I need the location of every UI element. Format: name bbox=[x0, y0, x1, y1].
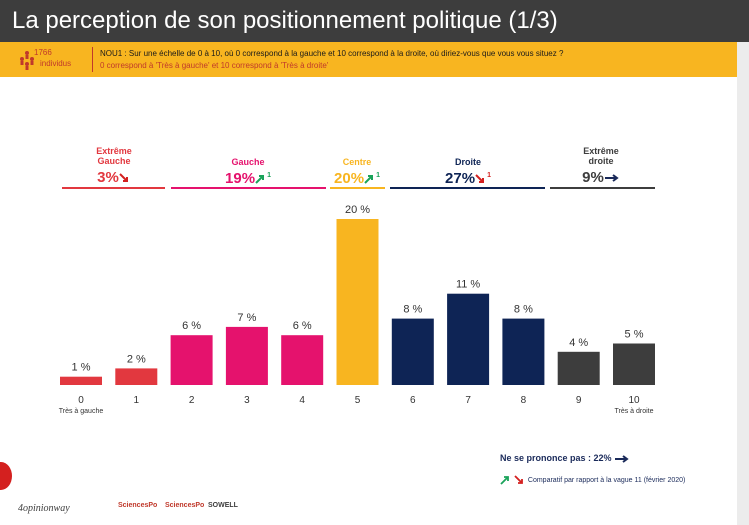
bar bbox=[557, 351, 600, 385]
bar-chart: 1 % 0 Très à gauche 2 % 1 6 % 2 7 % 3 6 % 4 20 % 5 8 … bbox=[59, 204, 655, 415]
no-answer-note: Ne se prononce pas : 22% bbox=[500, 453, 630, 464]
group-summary: Gauche 19% 1 bbox=[188, 157, 308, 187]
group-value: 3% bbox=[54, 169, 174, 186]
group-name: Gauche bbox=[231, 157, 265, 167]
comparison-legend: Comparatif par rapport à la vague 11 (fé… bbox=[500, 475, 685, 485]
bar-value-label: 20 % bbox=[345, 204, 370, 216]
bar-value-label: 8 % bbox=[403, 304, 422, 316]
flat-trend-icon bbox=[604, 174, 619, 182]
trend-up-icon bbox=[364, 175, 374, 184]
bar-value-label: 6 % bbox=[293, 320, 312, 332]
group-underline bbox=[62, 187, 165, 189]
sowell-logo: SOWELL bbox=[208, 502, 238, 509]
trend-change: 1 bbox=[376, 172, 380, 179]
question-note: 0 correspond à 'Très à gauche' et 10 cor… bbox=[100, 61, 329, 70]
question-banner: 1766 individus NOU1 : Sur une échelle de… bbox=[0, 42, 737, 77]
bar bbox=[613, 343, 655, 385]
group-value: 9% bbox=[541, 169, 661, 186]
sciencespo-cevipof-logo: SciencesPo bbox=[165, 502, 205, 509]
trend-change: 1 bbox=[487, 172, 491, 179]
opinionway-logo: 4opinionway bbox=[18, 503, 70, 514]
group-underline bbox=[390, 187, 545, 189]
group-value: 19% 1 bbox=[225, 170, 271, 187]
x-tick-label: 9 bbox=[576, 395, 582, 406]
group-name: Centre bbox=[342, 157, 372, 167]
sciencespo-logo: SciencesPo bbox=[118, 502, 158, 509]
group-name: Droite bbox=[454, 157, 481, 167]
x-tick-label: 1 bbox=[134, 395, 140, 406]
divider bbox=[92, 47, 93, 72]
group-summary: Centre 20% 1 bbox=[297, 157, 417, 187]
group-value: 27% 1 bbox=[445, 170, 491, 187]
bar-value-label: 11 % bbox=[456, 279, 480, 291]
bar bbox=[447, 293, 490, 385]
x-tick-label: 8 bbox=[521, 395, 527, 406]
bar-value-label: 6 % bbox=[182, 320, 201, 332]
bar-value-label: 7 % bbox=[237, 312, 256, 324]
right-margin bbox=[737, 42, 749, 525]
bar bbox=[115, 368, 158, 385]
flat-trend-icon bbox=[615, 454, 629, 463]
bar bbox=[281, 335, 324, 385]
bar-value-label: 4 % bbox=[569, 337, 588, 349]
group-summary: Extrême droite 9% bbox=[541, 146, 661, 186]
trend-down-icon bbox=[475, 174, 485, 184]
x-tick-label: 4 bbox=[299, 395, 305, 406]
trend-up-icon bbox=[500, 476, 509, 485]
endpoint-label: Très à droite bbox=[614, 408, 653, 415]
bar bbox=[170, 335, 213, 385]
trend-down-icon bbox=[514, 475, 523, 484]
x-tick-label: 3 bbox=[244, 395, 250, 406]
bar-value-label: 2 % bbox=[127, 353, 146, 365]
group-summary: Extrême Gauche 3% bbox=[54, 146, 174, 186]
group-underline bbox=[330, 187, 385, 189]
trend-change: 1 bbox=[267, 172, 271, 179]
x-tick-label: 0 bbox=[78, 395, 84, 406]
trend-down-icon bbox=[119, 173, 128, 183]
x-tick-label: 7 bbox=[465, 395, 471, 406]
x-tick-label: 2 bbox=[189, 395, 195, 406]
group-name: Extrême Gauche bbox=[96, 146, 132, 166]
bar bbox=[502, 318, 545, 385]
no-answer-text: Ne se prononce pas : 22% bbox=[500, 453, 612, 463]
bar bbox=[336, 219, 379, 385]
page-title: La perception de son positionnement poli… bbox=[12, 7, 558, 34]
trend-up-icon bbox=[255, 175, 265, 184]
bar bbox=[60, 376, 102, 385]
x-tick-label: 10 bbox=[628, 395, 640, 406]
group-name: Extrême droite bbox=[583, 146, 619, 166]
sample-unit: individus bbox=[40, 59, 72, 68]
sample-size: 1766 individus bbox=[18, 48, 88, 72]
footer-logos: 4opinionway SciencesPo SciencesPo SOWELL bbox=[0, 494, 737, 525]
x-tick-label: 5 bbox=[355, 395, 361, 406]
people-icon bbox=[20, 51, 34, 70]
group-underline bbox=[171, 187, 326, 189]
group-value: 20% 1 bbox=[334, 170, 380, 187]
bar bbox=[225, 326, 268, 385]
endpoint-label: Très à gauche bbox=[59, 408, 104, 415]
bar-value-label: 8 % bbox=[514, 304, 533, 316]
group-underline bbox=[550, 187, 655, 189]
bar bbox=[391, 318, 434, 385]
bar-value-label: 1 % bbox=[72, 362, 91, 374]
title-bar: La perception de son positionnement poli… bbox=[0, 0, 749, 42]
comparison-text: Comparatif par rapport à la vague 11 (fé… bbox=[527, 476, 686, 484]
group-summary: Droite 27% 1 bbox=[408, 157, 528, 187]
decorative-dot bbox=[0, 462, 12, 490]
x-tick-label: 6 bbox=[410, 395, 416, 406]
sample-count: 1766 bbox=[34, 48, 52, 57]
question-text: NOU1 : Sur une échelle de 0 à 10, où 0 c… bbox=[100, 49, 564, 58]
bar-value-label: 5 % bbox=[625, 329, 644, 341]
